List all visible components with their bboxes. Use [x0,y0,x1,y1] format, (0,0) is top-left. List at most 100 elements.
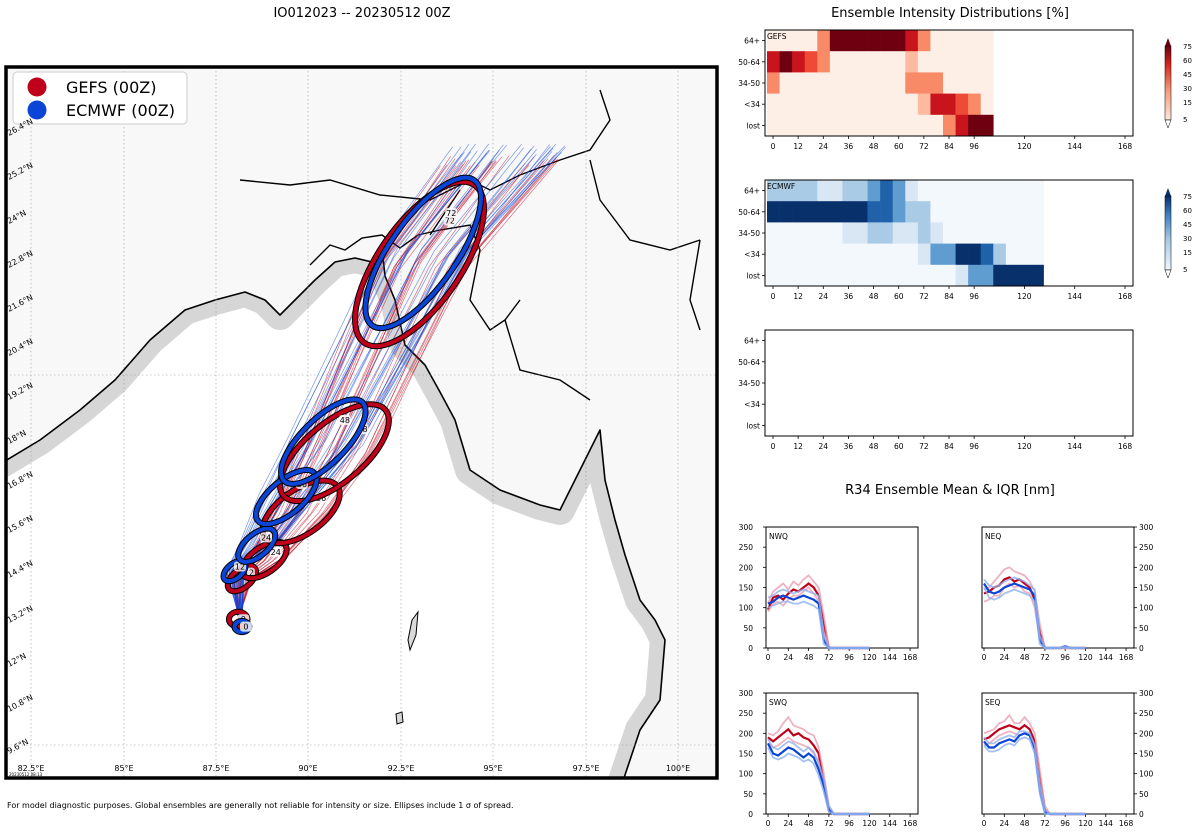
heatmap-cell [892,114,906,137]
x-tick-label: 0 [982,653,987,662]
heatmap-cell [930,30,944,52]
heatmap-cell [980,72,994,94]
lon-tick: 95°E [483,764,502,773]
heatmap-cell [817,264,831,287]
r34-frame [765,692,919,815]
y-tick-label: 250 [739,709,754,718]
y-tick-label: 50 [743,624,753,633]
y-tick-label: 150 [1139,750,1154,759]
heatmap-cell [767,30,780,52]
cbar-tick: 30 [1183,235,1192,243]
heatmap-cell [792,180,806,202]
r34-panel: 0 50 100 150 200 250 300 0 24 48 72 96 120 144 168 NWQ [739,523,919,662]
heatmap-cell [880,30,894,52]
x-tick-label: 120 [862,819,877,828]
heatmap-cell [1031,180,1044,202]
x-tick-label: 0 [771,442,776,451]
heatmap-cell [968,51,982,73]
gefs-colorbar-body [1164,45,1172,121]
cbar-tick: 30 [1183,85,1192,93]
heatmap-cell [867,93,881,116]
x-tick-label: 168 [1118,442,1133,451]
x-tick-label: 60 [894,142,904,151]
legend-ecmwf-label: ECMWF (00Z) [66,101,175,120]
spread-ellipse [353,179,486,349]
cbar-tick: 75 [1183,193,1192,201]
heatmap-cell [892,201,906,223]
cbar-tick: 75 [1183,43,1192,51]
heatmap-cell [817,201,831,223]
heatmap-cell [1031,201,1044,223]
y-tick-label: 64+ [744,337,760,346]
iqr-line [983,736,1086,815]
heatmap-cell [955,114,969,137]
heatmap-cell [829,180,843,202]
x-tick-label: 96 [1060,819,1070,828]
heatmap-cell [930,93,944,116]
x-tick-label: 0 [766,653,771,662]
x-tick-label: 0 [766,819,771,828]
x-tick-label: 72 [824,653,834,662]
spread-ellipse [363,175,483,331]
heatmap-cell [955,243,969,266]
heatmap-cell [892,30,906,52]
heatmap-cell [917,222,931,244]
heatmap-cell [842,93,856,116]
legend-gefs-label: GEFS (00Z) [66,78,156,97]
heatmap-panel: 64+ 50-64 34-50 <34 lost 0 12 24 36 48 60 72 84 96 120… [738,329,1134,451]
heatmap-cell [792,51,806,73]
y-tick-label: 300 [1139,689,1154,698]
hour-label: 72 [445,217,455,226]
heatmap-cell [943,180,956,202]
y-tick-label: 200 [1139,729,1154,738]
y-tick-label: lost [746,421,760,430]
heatmap-cell [955,222,969,244]
heatmap-cell [829,30,843,52]
heatmap-cell [1005,264,1019,287]
spread-ellipse [236,526,278,564]
heatmap-cell [1018,201,1032,223]
heatmap-cell [855,243,868,266]
y-tick-label: 34-50 [738,79,760,88]
heatmap-cell [817,243,831,266]
heatmap-cell [968,114,982,137]
ecmwf-colorbar: 75 60 45 30 15 5 [1164,188,1192,279]
heatmap-cell [1005,222,1019,244]
y-tick-label: 250 [739,543,754,552]
heatmap-label: ECMWF [767,182,795,191]
x-tick-label: 24 [819,142,829,151]
r34-title: R34 Ensemble Mean & IQR [nm] [845,483,1055,498]
heatmap-cell [943,30,956,52]
heatmap-cell [804,264,818,287]
heatmap-cell [867,72,881,94]
x-tick-label: 144 [1068,292,1083,301]
x-tick-label: 36 [844,292,854,301]
x-tick-label: 72 [919,442,929,451]
heatmap-cell [943,114,956,137]
heatmap-cell [867,30,881,52]
x-tick-label: 72 [1040,819,1050,828]
heatmap-cell [905,180,919,202]
heatmap-cell [792,30,806,52]
heatmap-cell [892,180,906,202]
y-tick-label: 300 [739,523,754,532]
y-tick-label: 300 [739,689,754,698]
member-track [231,152,488,627]
heatmap-cell [842,243,856,266]
heatmap-cell [905,114,919,137]
x-tick-label: 96 [844,653,854,662]
hour-label: 24 [271,548,281,557]
heatmap-cell [943,93,956,116]
y-tick-label: 64+ [744,37,760,46]
heatmap-cell [1005,201,1019,223]
lon-tick-labels: 82.5°E 85°E 87.5°E 90°E 92.5°E 95°E 97.5… [18,764,691,773]
y-tick-label: 100 [739,770,754,779]
heatmap-cell [880,93,894,116]
x-tick-label: 120 [862,653,877,662]
heatmap-cell [829,201,843,223]
y-tick-label: lost [746,271,760,280]
hour-label-bg [445,207,458,218]
heatmap-cell [867,243,881,266]
nicobar-island [395,711,404,725]
heatmap-cell [779,30,793,52]
